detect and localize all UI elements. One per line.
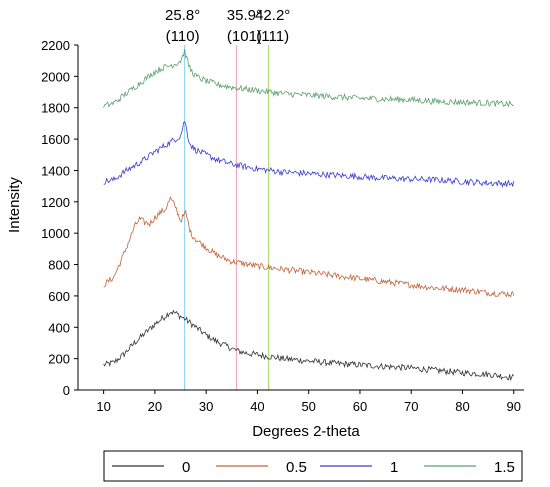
reference-angle-label: 35.9° xyxy=(227,7,262,24)
y-tick-label: 0 xyxy=(63,383,70,398)
x-tick-label: 50 xyxy=(301,399,315,414)
y-tick-label: 2000 xyxy=(41,69,70,84)
reference-plane-label: (111) xyxy=(256,28,289,45)
legend-label: 1.5 xyxy=(494,459,515,476)
x-tick-label: 10 xyxy=(96,399,110,414)
series-line-0 xyxy=(103,309,514,382)
y-tick-label: 1800 xyxy=(41,101,70,116)
legend: 0 0.5 1 1.5 xyxy=(103,450,523,482)
series-line-1 xyxy=(103,121,515,189)
series-line-1-5 xyxy=(103,49,514,108)
x-tick-label: 20 xyxy=(148,399,162,414)
y-tick-label: 1400 xyxy=(41,163,70,178)
reference-angle-label: 25.8° xyxy=(165,7,200,24)
reference-angle-label: 42.2° xyxy=(255,7,290,24)
y-axis: 0 200 400 600 800 1000 1200 1400 1600 1800 2000 220… xyxy=(41,38,79,398)
series-line-0-5 xyxy=(103,196,515,298)
y-tick-label: 2200 xyxy=(41,38,70,53)
legend-label: 0 xyxy=(182,459,190,476)
x-tick-label: 40 xyxy=(250,399,264,414)
legend-box xyxy=(103,450,523,482)
y-tick-label: 1000 xyxy=(41,226,70,241)
legend-label: 1 xyxy=(390,459,398,476)
y-tick-label: 1600 xyxy=(41,132,70,147)
x-axis: 10 20 30 40 50 60 70 80 90 xyxy=(78,389,524,414)
reference-plane-label: (110) xyxy=(166,28,200,45)
x-tick-label: 60 xyxy=(353,399,367,414)
y-tick-label: 600 xyxy=(48,289,70,304)
x-tick-label: 70 xyxy=(404,399,418,414)
reference-plane-label: (101) xyxy=(227,28,262,45)
x-axis-label: Degrees 2-theta xyxy=(252,423,360,440)
x-tick-label: 30 xyxy=(199,399,213,414)
x-tick-label: 90 xyxy=(507,399,521,414)
y-tick-label: 800 xyxy=(48,258,70,273)
x-tick-label: 80 xyxy=(455,399,469,414)
legend-label: 0.5 xyxy=(286,459,307,476)
y-axis-label: Intensity xyxy=(6,177,23,233)
reference-lines xyxy=(184,45,270,390)
y-tick-label: 1200 xyxy=(41,195,70,210)
reference-labels: 25.8° (110) 35.9° (101) 42.2° (111) xyxy=(165,7,290,45)
y-tick-label: 400 xyxy=(48,320,70,335)
series-lines xyxy=(103,49,515,382)
y-tick-label: 200 xyxy=(48,352,70,367)
